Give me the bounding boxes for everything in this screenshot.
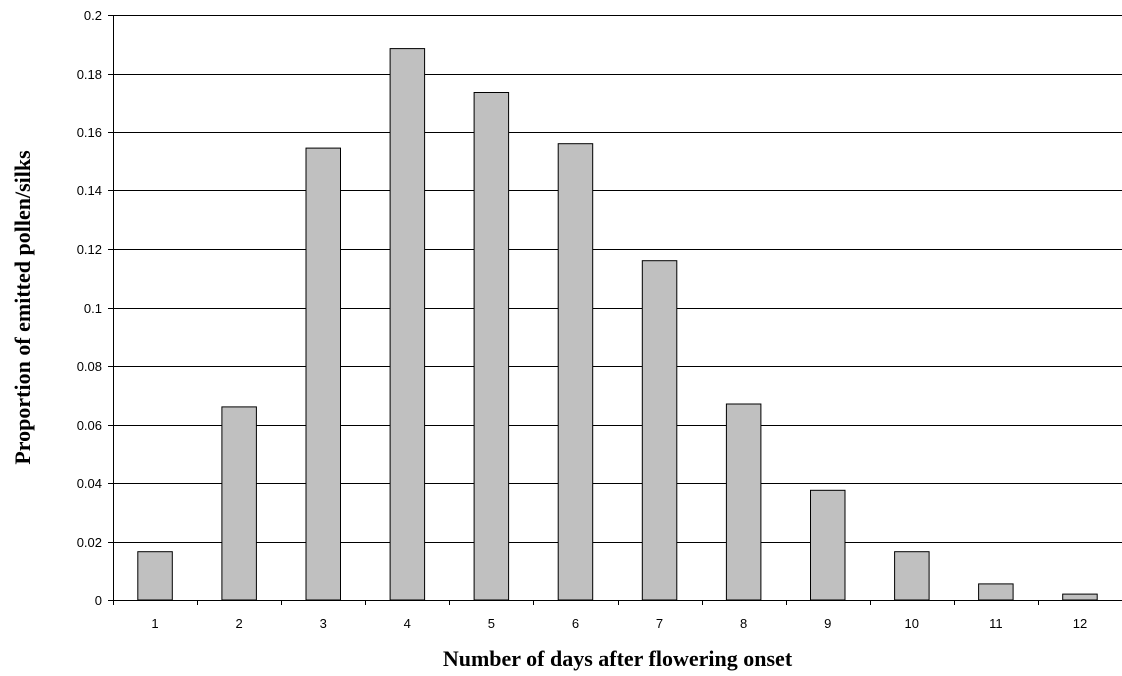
y-tick-label: 0.04	[77, 476, 102, 491]
y-tick-label: 0.18	[77, 67, 102, 82]
x-tick-label: 8	[740, 616, 747, 631]
x-tick-label: 12	[1073, 616, 1087, 631]
x-tick-label: 9	[824, 616, 831, 631]
bars	[137, 48, 1098, 601]
y-tick-label: 0.16	[77, 125, 102, 140]
x-tick-label: 2	[236, 616, 243, 631]
x-tick-label: 1	[151, 616, 158, 631]
x-axis-title: Number of days after flowering onset	[443, 646, 793, 671]
bar	[473, 92, 510, 601]
x-tick-label: 7	[656, 616, 663, 631]
bar	[1062, 593, 1098, 601]
y-tick-label: 0.12	[77, 242, 102, 257]
bar	[810, 489, 846, 601]
x-tick-label: 10	[905, 616, 919, 631]
bar	[137, 551, 173, 601]
x-tick-label: 5	[488, 616, 495, 631]
x-tick-label: 6	[572, 616, 579, 631]
bar	[305, 147, 341, 601]
bar	[389, 48, 426, 601]
x-tick-label: 3	[320, 616, 327, 631]
x-tick-label: 11	[989, 616, 1003, 631]
y-tick-label: 0.2	[84, 8, 102, 23]
y-tick-label: 0.02	[77, 535, 102, 550]
x-tick-labels: 1 2 3 4 5 6 7 8 9 10 11 12	[113, 600, 1087, 631]
bar	[978, 583, 1014, 601]
x-tick-label: 4	[404, 616, 411, 631]
bar	[894, 551, 930, 601]
bar	[221, 406, 257, 601]
y-tick-label: 0.06	[77, 418, 102, 433]
bar	[641, 260, 678, 601]
y-tick-labels: 0 0.02 0.04 0.06 0.08 0.1 0.12 0.14 0.16 0.18 0.2	[77, 8, 113, 608]
y-axis-title: Proportion of emitted pollen/silks	[10, 150, 35, 465]
y-tick-label: 0.14	[77, 183, 102, 198]
y-tick-label: 0	[95, 593, 102, 608]
axes	[113, 15, 1122, 601]
y-tick-label: 0.08	[77, 359, 102, 374]
gridlines	[113, 15, 1122, 543]
y-tick-label: 0.1	[84, 301, 102, 316]
bar	[557, 143, 594, 601]
bar	[725, 403, 762, 601]
